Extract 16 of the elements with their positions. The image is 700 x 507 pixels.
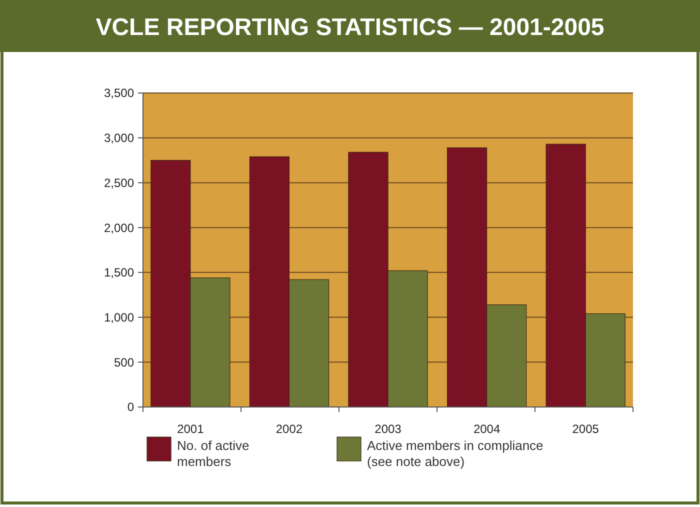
y-tick-label: 3,500 xyxy=(104,86,134,100)
x-tick-label: 2003 xyxy=(374,422,402,436)
y-tick-label: 1,000 xyxy=(104,310,134,324)
x-tick-label: 2002 xyxy=(276,422,303,436)
legend-label: Active members in compliance (see note above) xyxy=(367,438,544,469)
y-tick-label: 3,000 xyxy=(104,131,134,146)
y-tick-label: 0 xyxy=(127,400,134,414)
y-tick-label: 2,000 xyxy=(104,220,134,235)
y-tick-label: 500 xyxy=(114,355,134,370)
x-tick-label: 2005 xyxy=(572,422,600,436)
y-tick-label: 2,500 xyxy=(104,176,134,190)
legend-label: No. of active members xyxy=(177,438,250,469)
chart-title: VCLE REPORTING STATISTICS — 2001-2005 xyxy=(96,14,604,41)
x-tick-label: 2001 xyxy=(177,422,204,436)
x-tick-label: 2004 xyxy=(473,422,500,436)
y-tick-label: 1,500 xyxy=(104,266,134,280)
